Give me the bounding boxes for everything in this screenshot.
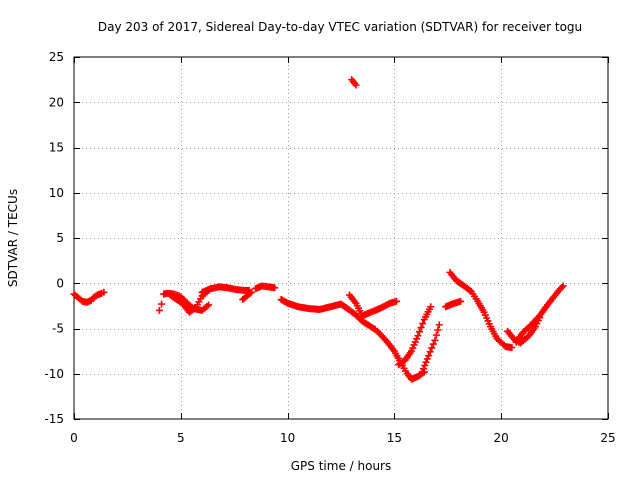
- y-tick-label: 25: [49, 50, 64, 64]
- data-point: [155, 306, 163, 314]
- data-points: [70, 76, 567, 383]
- y-tick-label: -5: [52, 322, 64, 336]
- data-point: [271, 284, 279, 292]
- data-point-interp: [419, 365, 427, 373]
- x-tick-label: 20: [494, 431, 509, 445]
- data-point-interp: [415, 328, 423, 336]
- data-point-interp: [428, 344, 436, 352]
- chart-title: Day 203 of 2017, Sidereal Day-to-day VTE…: [98, 20, 582, 34]
- y-tick-label: -10: [44, 367, 64, 381]
- data-point: [352, 81, 360, 89]
- y-tick-label: 5: [56, 231, 64, 245]
- data-point: [393, 297, 401, 305]
- data-point: [247, 288, 255, 296]
- x-tick-label: 5: [177, 431, 185, 445]
- data-point: [158, 300, 166, 308]
- data-point-interp: [421, 361, 429, 369]
- data-point: [435, 321, 443, 329]
- data-point-interp: [417, 324, 425, 332]
- data-point-interp: [434, 326, 442, 334]
- data-point-interp: [429, 340, 437, 348]
- grid-lines: [74, 57, 608, 419]
- x-tick-label: 15: [387, 431, 402, 445]
- y-tick-label: 10: [49, 186, 64, 200]
- data-point-interp: [432, 331, 440, 339]
- y-tick-label: 20: [49, 95, 64, 109]
- x-axis-label: GPS time / hours: [291, 459, 392, 473]
- y-tick-label: 15: [49, 141, 64, 155]
- data-point-interp: [419, 320, 427, 328]
- data-point-interp: [422, 358, 430, 366]
- data-point-interp: [466, 286, 474, 294]
- axis-ticks: 0 5 10 15 20 25 -15 -10 -5 0 5 10 15 20 25: [44, 50, 615, 445]
- data-point-interp: [246, 290, 254, 298]
- data-point: [100, 288, 108, 296]
- data-point: [205, 301, 213, 309]
- data-point-interp: [426, 348, 434, 356]
- data-point-interp: [558, 283, 566, 291]
- data-point: [418, 368, 426, 376]
- data-point: [425, 352, 433, 360]
- data-point: [508, 344, 516, 352]
- x-tick-label: 10: [280, 431, 295, 445]
- data-point-interp: [370, 325, 378, 332]
- data-point: [427, 303, 435, 311]
- data-point: [559, 282, 567, 290]
- x-tick-label: 25: [600, 431, 615, 445]
- data-point-interp: [423, 355, 431, 363]
- y-tick-label: -15: [44, 412, 64, 426]
- data-point: [457, 297, 465, 305]
- y-tick-label: 0: [56, 276, 64, 290]
- x-tick-label: 0: [70, 431, 78, 445]
- data-point: [414, 332, 422, 340]
- y-axis-label: SDTVAR / TECUs: [6, 189, 20, 287]
- data-point: [431, 336, 439, 344]
